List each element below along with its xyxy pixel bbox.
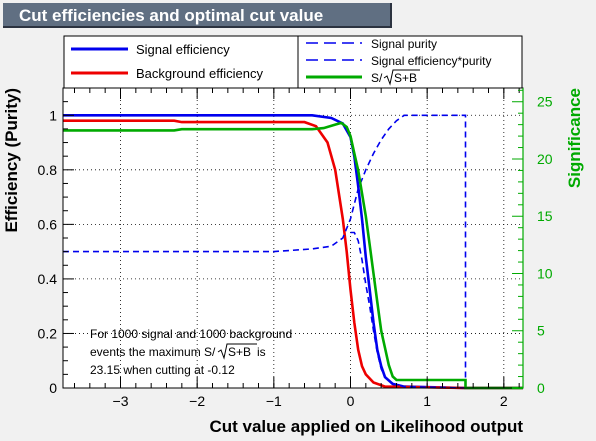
annotation-line1: For 1000 signal and 1000 background bbox=[90, 327, 292, 341]
annotation-sqrt-icon bbox=[217, 343, 257, 360]
y2-tick-label: 0 bbox=[537, 380, 545, 396]
series-line-3 bbox=[350, 231, 466, 389]
x-tick-label: −1 bbox=[266, 393, 282, 409]
y-tick-label: 0 bbox=[49, 380, 57, 396]
chart-title: Cut efficiencies and optimal cut value bbox=[3, 3, 392, 28]
y2-tick-label: 25 bbox=[537, 94, 553, 110]
series-line-2 bbox=[63, 114, 467, 388]
annotation-line2-sqrt: S+B bbox=[228, 345, 251, 359]
series-line-1 bbox=[63, 119, 523, 390]
y2-tick-label: 5 bbox=[537, 323, 545, 339]
y2-tick-label: 20 bbox=[537, 151, 553, 167]
y-tick-label: 0.4 bbox=[38, 271, 58, 287]
annotation-line3: 23.15 when cutting at -0.12 bbox=[90, 363, 235, 377]
annotation-line2-prefix: events the maximum S/ bbox=[90, 345, 216, 359]
y2-tick-label: 10 bbox=[537, 265, 553, 281]
y2-axis-label: Significance bbox=[565, 88, 584, 188]
legend-label-right-2-prefix: S/ bbox=[371, 71, 383, 85]
legend-label-right-2-arg: S+B bbox=[394, 71, 417, 85]
y-tick-label: 1 bbox=[49, 107, 57, 123]
x-tick-label: 2 bbox=[500, 393, 508, 409]
annotation-line2-suffix: is bbox=[257, 345, 266, 359]
x-tick-label: −2 bbox=[189, 393, 205, 409]
legend-label-left-0: Signal efficiency bbox=[136, 42, 230, 57]
y-axis-label: Efficiency (Purity) bbox=[2, 88, 21, 233]
x-tick-label: 1 bbox=[423, 393, 431, 409]
legend-label-right-0: Signal purity bbox=[371, 37, 437, 51]
x-axis-label: Cut value applied on Likelihood output bbox=[209, 417, 523, 436]
legend-label-right-1: Signal efficiency*purity bbox=[371, 54, 492, 68]
x-tick-label: 0 bbox=[347, 393, 355, 409]
y2-tick-label: 15 bbox=[537, 208, 553, 224]
legend-left-box bbox=[63, 35, 299, 89]
legend-label-left-1: Background efficiency bbox=[136, 66, 263, 81]
series-line-4 bbox=[63, 121, 523, 390]
plot-area bbox=[63, 88, 523, 388]
y-tick-label: 0.6 bbox=[38, 216, 58, 232]
x-tick-label: −3 bbox=[113, 393, 129, 409]
legend-sqrt-icon bbox=[383, 69, 420, 86]
y-tick-label: 0.2 bbox=[38, 325, 58, 341]
y-tick-label: 0.8 bbox=[38, 162, 58, 178]
legend-right-box bbox=[297, 35, 523, 89]
